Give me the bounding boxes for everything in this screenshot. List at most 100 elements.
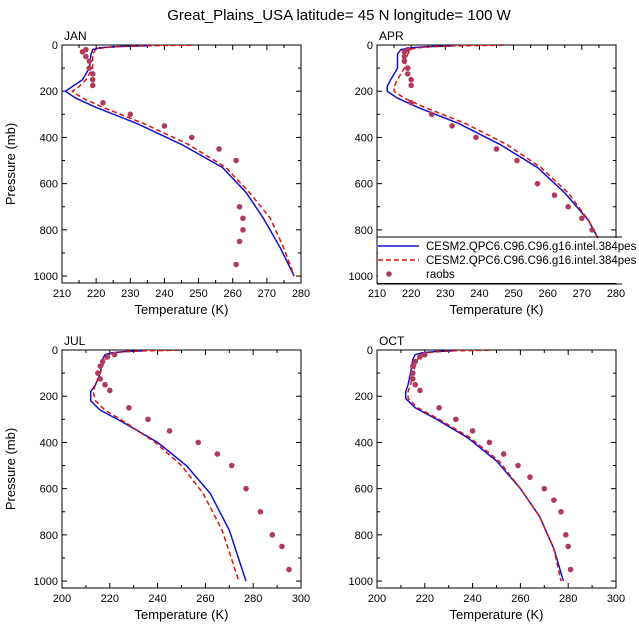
x-tick-label: 280 (559, 593, 577, 605)
raobs-point (558, 508, 564, 515)
y-tick-label: 400 (355, 132, 373, 144)
legend-entry: CESM2.QPC6.C96.C96.g16.intel.384pes (426, 255, 637, 267)
legend: CESM2.QPC6.C96.C96.g16.intel.384pes CESM2… (377, 236, 637, 285)
raobs-point (240, 227, 246, 233)
y-tick-label: 200 (40, 86, 58, 98)
y-tick-label: 1000 (349, 271, 373, 283)
raobs-point (107, 387, 113, 394)
y-tick-label: 0 (52, 40, 58, 52)
x-tick-label: 260 (511, 593, 529, 605)
raobs-point (216, 146, 222, 152)
raobs-point (188, 134, 195, 141)
raobs-point (514, 157, 520, 164)
raobs-point (89, 82, 96, 89)
plot-area (89, 350, 292, 582)
raobs-point (408, 99, 414, 106)
raobs-point (111, 351, 118, 358)
x-tick-label: 280 (292, 288, 310, 300)
model-line-solid (386, 45, 616, 277)
raobs-point (410, 376, 416, 382)
raobs-point (269, 532, 276, 538)
raobs-point (527, 474, 533, 480)
x-tick-label: 220 (416, 593, 434, 605)
chart-panel-apr: APR 210 220 230 240 250 260 270 280 0 200 400 600 800… (349, 29, 637, 317)
raobs-point (286, 566, 292, 573)
y-tick-label: 400 (40, 132, 58, 144)
raobs-point (126, 404, 132, 411)
chart-panel-jan: JAN 210 220 230 240 250 260 270 280 0 200 400 600 800… (3, 29, 310, 317)
raobs-point (412, 381, 419, 388)
raobs-point (89, 71, 96, 77)
y-tick-label: 200 (355, 86, 373, 98)
x-tick-label: 250 (189, 288, 207, 300)
raobs-point (233, 157, 239, 164)
y-tick-label: 200 (355, 391, 373, 403)
raobs-point (449, 123, 455, 129)
raobs-point (236, 238, 243, 245)
x-tick-label: 200 (53, 593, 71, 605)
chart-panel-oct: OCT 200 220 240 260 280 300 0 200 400 600 800 1000 Te… (349, 334, 626, 622)
y-tick-label: 600 (40, 179, 58, 191)
x-tick-label: 200 (368, 593, 386, 605)
raobs-point (408, 76, 414, 83)
raobs-point (493, 146, 500, 152)
y-tick-label: 0 (367, 345, 373, 357)
x-tick-label: 270 (573, 288, 591, 300)
raobs-point (166, 428, 173, 434)
raobs-point (422, 351, 428, 358)
model-line-solid (89, 350, 247, 582)
y-tick-label: 600 (355, 179, 373, 191)
raobs-point (401, 58, 408, 64)
model-line-dashed (407, 350, 562, 582)
raobs-point (89, 76, 96, 83)
raobs-point (453, 416, 459, 423)
x-tick-label: 240 (155, 288, 173, 300)
raobs-point (486, 439, 493, 446)
legend-entry: raobs (426, 269, 455, 281)
raobs-point (404, 71, 411, 77)
y-tick-label: 1000 (34, 576, 58, 588)
y-tick-label: 0 (367, 40, 373, 52)
y-tick-label: 800 (40, 530, 58, 542)
x-tick-label: 240 (463, 593, 481, 605)
y-tick-label: 600 (355, 484, 373, 496)
x-tick-label: 220 (87, 288, 105, 300)
raobs-point (541, 485, 548, 492)
raobs-point (515, 462, 521, 469)
y-tick-label: 800 (355, 530, 373, 542)
raobs-point (95, 370, 101, 376)
raobs-point (86, 58, 93, 64)
raobs-point (97, 363, 104, 369)
plot-area (404, 350, 574, 582)
raobs-point (86, 65, 93, 71)
figure-title: Great_Plains_USA latitude= 45 N longitud… (167, 7, 511, 24)
y-axis-label: Pressure (mb) (3, 428, 18, 510)
x-axis-label: Temperature (K) (135, 607, 229, 622)
raobs-point (428, 111, 435, 118)
raobs-point (233, 261, 239, 268)
y-tick-label: 1000 (34, 271, 58, 283)
model-line-solid (404, 350, 565, 582)
x-tick-label: 300 (292, 593, 310, 605)
x-tick-label: 280 (244, 593, 262, 605)
panel-title: JUL (64, 334, 86, 348)
raobs-point (79, 49, 86, 55)
plot-frame (61, 349, 302, 589)
raobs-point (97, 376, 104, 382)
raobs-point (412, 358, 419, 365)
x-tick-label: 260 (539, 288, 557, 300)
model-line-dashed (393, 45, 614, 277)
x-tick-label: 250 (504, 288, 522, 300)
x-tick-label: 300 (607, 593, 625, 605)
raobs-point (565, 543, 571, 550)
raobs-point (408, 82, 414, 89)
raobs-point (473, 134, 479, 141)
panel-title: JAN (64, 29, 87, 43)
raobs-point (145, 416, 151, 423)
raobs-point (567, 566, 574, 573)
y-tick-label: 800 (355, 225, 373, 237)
raobs-point (236, 203, 243, 210)
raobs-point (104, 354, 111, 360)
plot-area (386, 45, 616, 277)
